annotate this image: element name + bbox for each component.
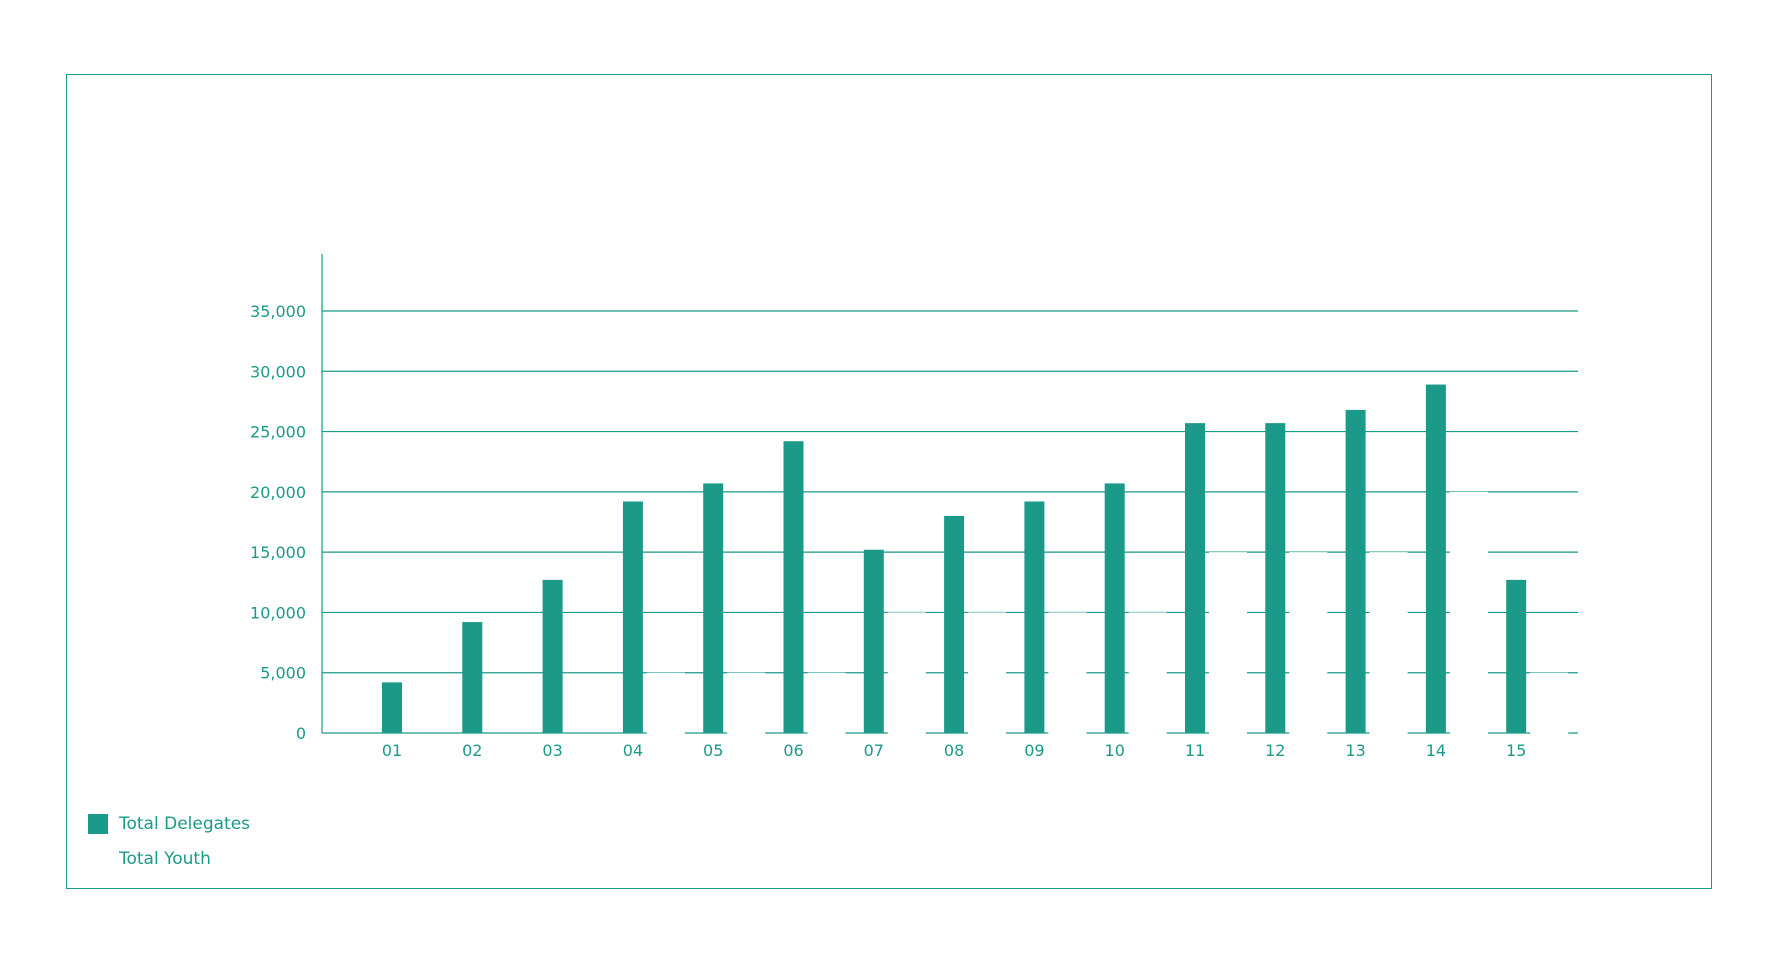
legend-swatch-youth	[88, 848, 108, 869]
bar-total-delegates	[703, 483, 724, 733]
bar-total-youth	[1128, 612, 1167, 735]
y-tick-label: 25,000	[250, 423, 306, 442]
x-tick-label: 09	[1024, 741, 1044, 760]
x-tick-label: 15	[1506, 741, 1526, 760]
y-tick-label: 0	[296, 724, 306, 743]
x-tick-label: 13	[1345, 741, 1365, 760]
legend: Total Delegates Total Youth	[88, 806, 250, 876]
chart-frame	[66, 74, 1712, 889]
bar-total-delegates	[1425, 384, 1446, 733]
bar-total-youth	[1449, 491, 1488, 735]
x-tick-label: 01	[382, 741, 402, 760]
bar-total-youth	[1530, 672, 1569, 735]
legend-item-delegates: Total Delegates	[88, 806, 250, 841]
bar-total-delegates	[622, 501, 643, 733]
bar-total-delegates	[1024, 501, 1045, 733]
bar-total-delegates	[542, 579, 563, 733]
x-tick-label: 02	[462, 741, 482, 760]
bar-total-youth	[646, 672, 685, 735]
bar-total-delegates	[1345, 409, 1366, 733]
y-tick-label: 35,000	[250, 302, 306, 321]
x-tick-label: 12	[1265, 741, 1285, 760]
bar-total-youth	[1209, 552, 1247, 735]
x-tick-label: 11	[1185, 741, 1205, 760]
legend-swatch-delegates	[88, 813, 108, 834]
bar-total-youth	[1369, 552, 1408, 735]
x-tick-label: 03	[542, 741, 562, 760]
bar-total-youth	[887, 612, 926, 735]
bar-total-delegates	[1185, 423, 1205, 733]
y-tick-label: 5,000	[260, 664, 306, 683]
bar-total-youth	[807, 672, 846, 735]
y-tick-label: 30,000	[250, 362, 306, 381]
x-tick-label: 07	[864, 741, 884, 760]
bar-total-youth	[968, 612, 1007, 735]
legend-item-youth: Total Youth	[88, 841, 250, 876]
bar-total-delegates	[382, 682, 402, 733]
bar-total-delegates	[944, 515, 965, 733]
bar-total-delegates	[783, 441, 804, 733]
legend-label-delegates: Total Delegates	[119, 813, 251, 834]
bar-total-youth	[727, 672, 766, 735]
x-tick-label: 05	[703, 741, 723, 760]
bar-total-delegates	[462, 622, 483, 733]
x-tick-label: 06	[783, 741, 803, 760]
x-tick-label: 08	[944, 741, 964, 760]
x-tick-label: 04	[623, 741, 643, 760]
x-tick-label: 10	[1105, 741, 1125, 760]
y-tick-label: 15,000	[250, 543, 306, 562]
bar-total-youth	[1048, 612, 1087, 735]
bar-total-youth	[1289, 552, 1328, 735]
bar-total-delegates	[1506, 579, 1527, 733]
legend-label-youth: Total Youth	[119, 848, 211, 869]
x-tick-label: 14	[1426, 741, 1446, 760]
y-tick-label: 20,000	[250, 483, 306, 502]
y-tick-label: 10,000	[250, 603, 306, 622]
bar-total-delegates	[1265, 423, 1286, 733]
bar-total-delegates	[1104, 483, 1125, 733]
bar-total-delegates	[863, 549, 884, 733]
